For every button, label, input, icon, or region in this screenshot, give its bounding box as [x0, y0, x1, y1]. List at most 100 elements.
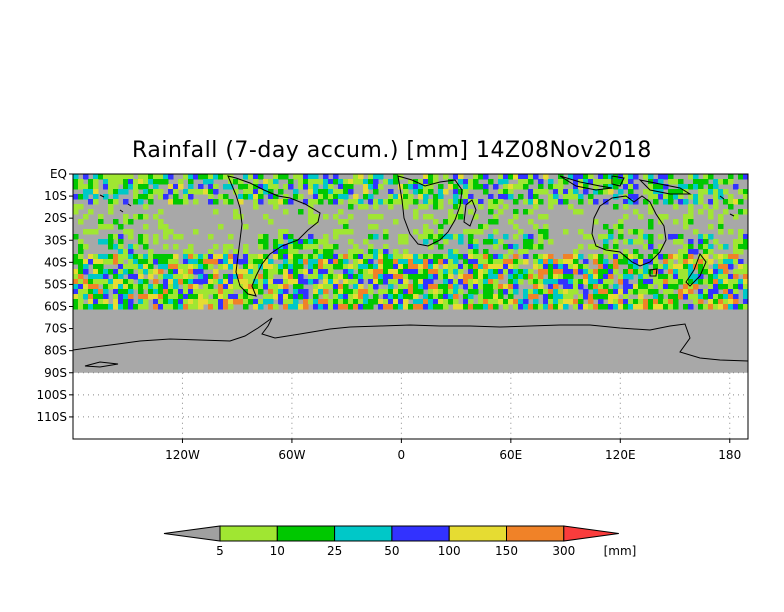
rain-cell	[198, 269, 204, 275]
rain-cell	[693, 199, 699, 205]
rain-cell	[563, 269, 569, 275]
rain-cell	[218, 279, 224, 285]
antarctic-ross-coast	[84, 361, 119, 368]
rain-cell	[88, 179, 94, 185]
rain-cell	[313, 199, 319, 205]
rain-cell	[543, 229, 549, 235]
rain-cell	[428, 234, 434, 240]
rain-cell	[688, 239, 694, 245]
rain-cell	[583, 274, 589, 280]
rain-cell	[743, 194, 748, 200]
rain-cell	[368, 244, 374, 250]
rain-cell	[523, 274, 529, 280]
rain-cell	[523, 209, 529, 215]
rain-cell	[163, 264, 169, 270]
rain-cell	[73, 259, 79, 265]
rain-cell	[428, 199, 434, 205]
rain-cell	[178, 299, 184, 305]
rain-cell	[238, 279, 244, 285]
rain-cell	[263, 284, 269, 290]
rain-cell	[168, 184, 174, 190]
rain-cell	[98, 174, 104, 180]
rain-cell	[443, 289, 449, 295]
rain-cell	[358, 179, 364, 185]
rain-cell	[448, 249, 454, 255]
rain-cell	[418, 274, 424, 280]
rain-cell	[433, 179, 439, 185]
rain-cell	[628, 254, 634, 260]
y-tick-label: 90S	[44, 366, 67, 380]
rain-cell	[168, 284, 174, 290]
rain-cell	[533, 299, 539, 305]
rain-cell	[723, 259, 729, 265]
rain-cell	[303, 244, 309, 250]
rain-cell	[218, 224, 224, 230]
rain-cell	[398, 234, 404, 240]
rain-cell	[508, 194, 514, 200]
rain-cell	[413, 254, 419, 260]
rain-cell	[243, 264, 249, 270]
rain-cell	[678, 239, 684, 245]
rain-cell	[93, 284, 99, 290]
rain-cell	[133, 304, 139, 310]
rain-cell	[498, 284, 504, 290]
rain-cell	[283, 294, 289, 300]
rain-cell	[508, 219, 514, 225]
rain-cell	[258, 194, 264, 200]
rain-cell	[298, 264, 304, 270]
rain-cell	[253, 279, 259, 285]
rain-cell	[243, 269, 249, 275]
rain-cell	[108, 199, 114, 205]
rain-cell	[593, 179, 599, 185]
rain-cell	[593, 294, 599, 300]
rain-cell	[453, 249, 459, 255]
rain-cell	[93, 259, 99, 265]
rain-cell	[623, 294, 629, 300]
rain-cell	[543, 254, 549, 260]
rain-cell	[153, 179, 159, 185]
rain-cell	[143, 299, 149, 305]
rain-cell	[718, 294, 724, 300]
rain-cell	[173, 299, 179, 305]
rain-cell	[163, 234, 169, 240]
rain-cell	[253, 184, 259, 190]
rain-cell	[518, 249, 524, 255]
rain-cell	[403, 284, 409, 290]
rain-cell	[293, 239, 299, 245]
rain-cell	[488, 204, 494, 210]
rain-cell	[128, 254, 134, 260]
rain-cell	[253, 284, 259, 290]
rain-cell	[243, 249, 249, 255]
rain-cell	[408, 194, 414, 200]
rain-cell	[643, 299, 649, 305]
rain-cell	[703, 249, 709, 255]
rain-cell	[668, 199, 674, 205]
rain-cell	[388, 194, 394, 200]
rain-cell	[158, 284, 164, 290]
rain-cell	[148, 294, 154, 300]
rain-cell	[228, 304, 234, 310]
rain-cell	[488, 199, 494, 205]
rain-cell	[158, 304, 164, 310]
rain-cell	[483, 174, 489, 180]
rain-cell	[183, 289, 189, 295]
rain-cell	[223, 194, 229, 200]
rain-cell	[503, 179, 509, 185]
rain-cell	[213, 189, 219, 195]
rain-cell	[673, 179, 679, 185]
rain-cell	[233, 259, 239, 265]
rain-cell	[428, 299, 434, 305]
rain-cell	[368, 289, 374, 295]
rain-cell	[578, 294, 584, 300]
rain-cell	[623, 274, 629, 280]
rain-cell	[348, 274, 354, 280]
rain-cell	[383, 249, 389, 255]
rain-cell	[668, 174, 674, 180]
rain-cell	[243, 184, 249, 190]
rain-cell	[468, 279, 474, 285]
rain-cell	[258, 234, 264, 240]
rain-cell	[688, 274, 694, 280]
rain-cell	[133, 284, 139, 290]
rain-cell	[308, 264, 314, 270]
rain-cell	[123, 249, 129, 255]
